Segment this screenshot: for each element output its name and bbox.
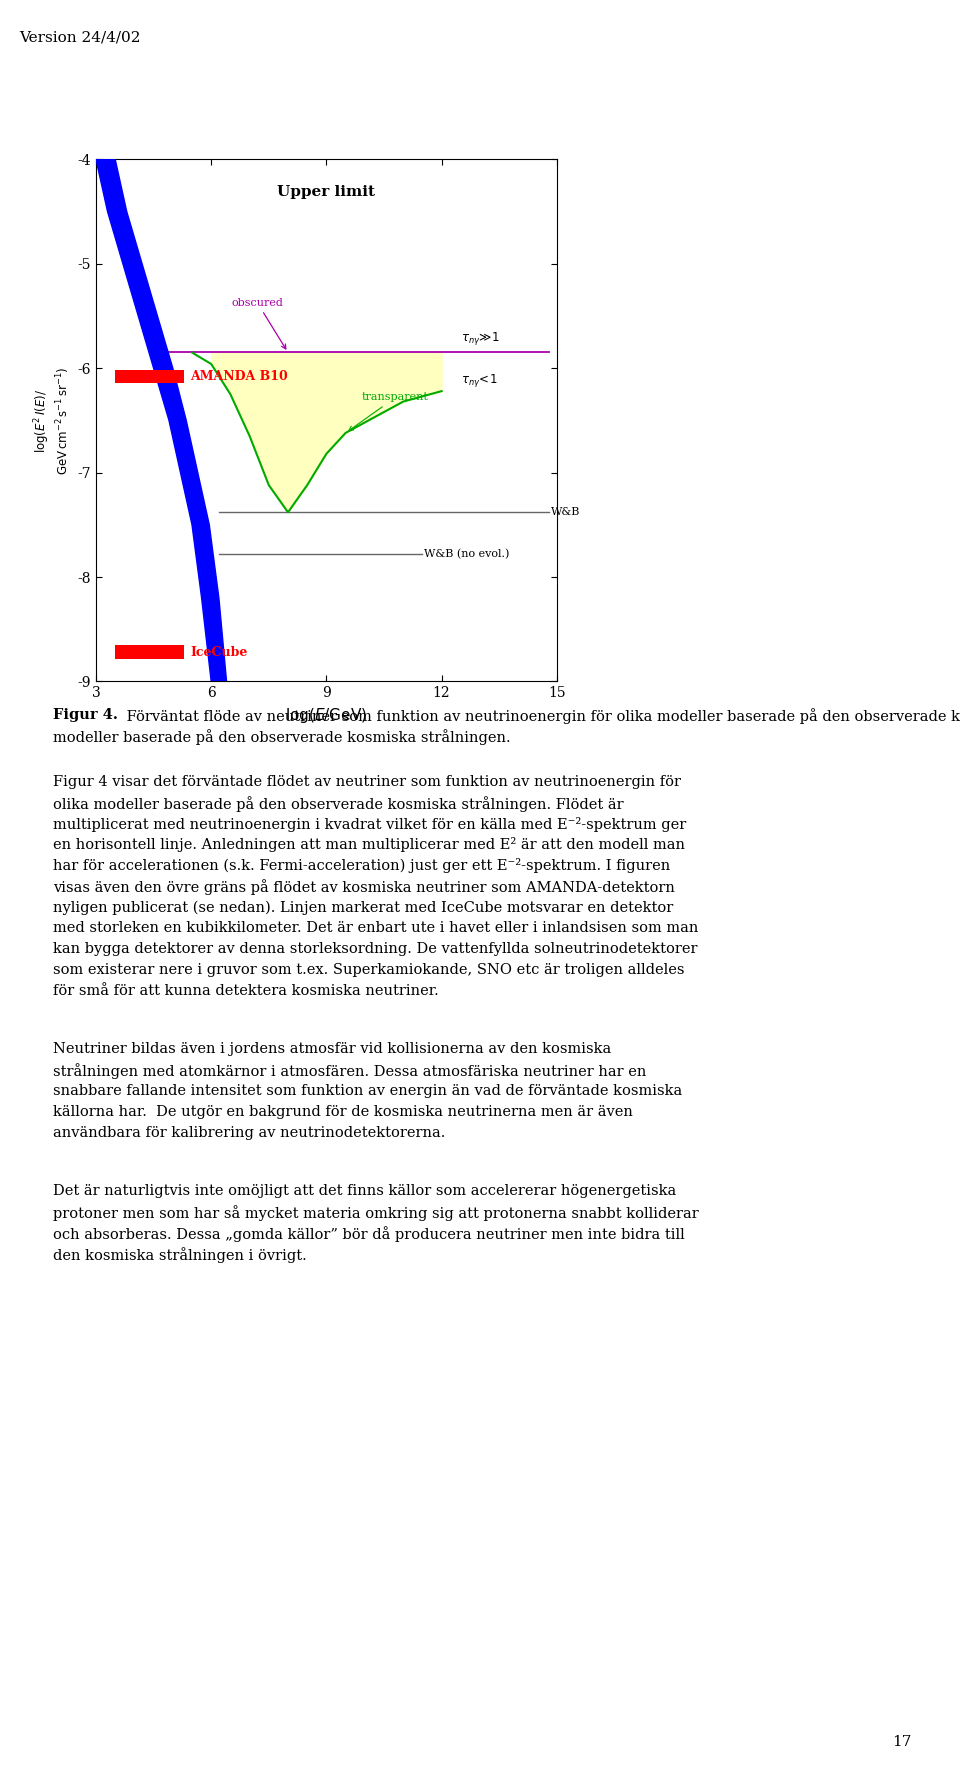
Text: obscured: obscured [231, 297, 286, 349]
Text: Det är naturligtvis inte omöjligt att det finns källor som accelererar högenerge: Det är naturligtvis inte omöjligt att de… [53, 1184, 676, 1198]
Text: Version 24/4/02: Version 24/4/02 [19, 30, 141, 44]
Text: AMANDA B10: AMANDA B10 [190, 370, 288, 382]
Text: Förväntat flöde av neutriner som funktion av neutrinoenergin för olika modeller : Förväntat flöde av neutriner som funktio… [122, 708, 960, 724]
Text: multiplicerat med neutrinoenergin i kvadrat vilket för en källa med E⁻²-spektrum: multiplicerat med neutrinoenergin i kvad… [53, 816, 686, 832]
Text: IceCube: IceCube [190, 646, 248, 658]
Text: källorna har.  De utgör en bakgrund för de kosmiska neutrinerna men är även: källorna har. De utgör en bakgrund för d… [53, 1104, 633, 1119]
Text: den kosmiska strålningen i övrigt.: den kosmiska strålningen i övrigt. [53, 1246, 306, 1262]
Y-axis label: $\log(E^2\,I(E)/\,$
$\mathrm{GeV\,cm^{-2}\,s^{-1}\,sr^{-1}})$: $\log(E^2\,I(E)/\,$ $\mathrm{GeV\,cm^{-2… [32, 366, 72, 474]
Text: $\tau_{n\gamma}\!<\!1$: $\tau_{n\gamma}\!<\!1$ [461, 372, 497, 389]
Text: 17: 17 [893, 1735, 912, 1749]
Text: Figur 4 visar det förväntade flödet av neutriner som funktion av neutrinoenergin: Figur 4 visar det förväntade flödet av n… [53, 775, 681, 789]
Text: atmospheric: atmospheric [144, 405, 179, 476]
Text: olika modeller baserade på den observerade kosmiska strålningen. Flödet är: olika modeller baserade på den observera… [53, 796, 623, 812]
Text: användbara för kalibrering av neutrinodetektorerna.: användbara för kalibrering av neutrinode… [53, 1126, 445, 1140]
Text: W&B: W&B [551, 508, 581, 517]
Text: transparent: transparent [348, 393, 429, 430]
Text: snabbare fallande intensitet som funktion av energin än vad de förväntade kosmis: snabbare fallande intensitet som funktio… [53, 1083, 682, 1097]
Text: protoner men som har så mycket materia omkring sig att protonerna snabbt kollide: protoner men som har så mycket materia o… [53, 1205, 699, 1221]
Text: för små för att kunna detektera kosmiska neutriner.: för små för att kunna detektera kosmiska… [53, 984, 439, 998]
Text: Neutriner bildas även i jordens atmosfär vid kollisionerna av den kosmiska: Neutriner bildas även i jordens atmosfär… [53, 1043, 612, 1057]
Text: kan bygga detektorer av denna storleksordning. De vattenfyllda solneutrinodetekt: kan bygga detektorer av denna storleksor… [53, 942, 697, 956]
Text: strålningen med atomkärnor i atmosfären. Dessa atmosfäriska neutriner har en: strålningen med atomkärnor i atmosfären.… [53, 1064, 646, 1080]
Text: Figur 4.: Figur 4. [53, 708, 118, 722]
Text: W&B (no evol.): W&B (no evol.) [424, 549, 510, 559]
Polygon shape [96, 159, 227, 681]
Text: nyligen publicerat (se nedan). Linjen markerat med IceCube motsvarar en detektor: nyligen publicerat (se nedan). Linjen ma… [53, 901, 673, 915]
Text: visas även den övre gräns på flödet av kosmiska neutriner som AMANDA-detektorn: visas även den övre gräns på flödet av k… [53, 880, 675, 896]
Text: som existerar nere i gruvor som t.ex. Superkamiokande, SNO etc är troligen allde: som existerar nere i gruvor som t.ex. Su… [53, 963, 684, 977]
Text: med storleken en kubikkilometer. Det är enbart ute i havet eller i inlandsisen s: med storleken en kubikkilometer. Det är … [53, 920, 698, 935]
X-axis label: $\log(E/\mathrm{GeV})$: $\log(E/\mathrm{GeV})$ [285, 706, 368, 726]
Text: Upper limit: Upper limit [277, 186, 375, 200]
Text: modeller baserade på den observerade kosmiska strålningen.: modeller baserade på den observerade kos… [53, 729, 511, 745]
Text: och absorberas. Dessa „gomda källor” bör då producera neutriner men inte bidra t: och absorberas. Dessa „gomda källor” bör… [53, 1227, 684, 1243]
Text: har för accelerationen (s.k. Fermi-acceleration) just ger ett E⁻²-spektrum. I fi: har för accelerationen (s.k. Fermi-accel… [53, 858, 670, 873]
Text: $\tau_{n\gamma}\!\gg\!1$: $\tau_{n\gamma}\!\gg\!1$ [461, 331, 500, 347]
Text: en horisontell linje. Anledningen att man multiplicerar med E² är att den modell: en horisontell linje. Anledningen att ma… [53, 837, 684, 853]
